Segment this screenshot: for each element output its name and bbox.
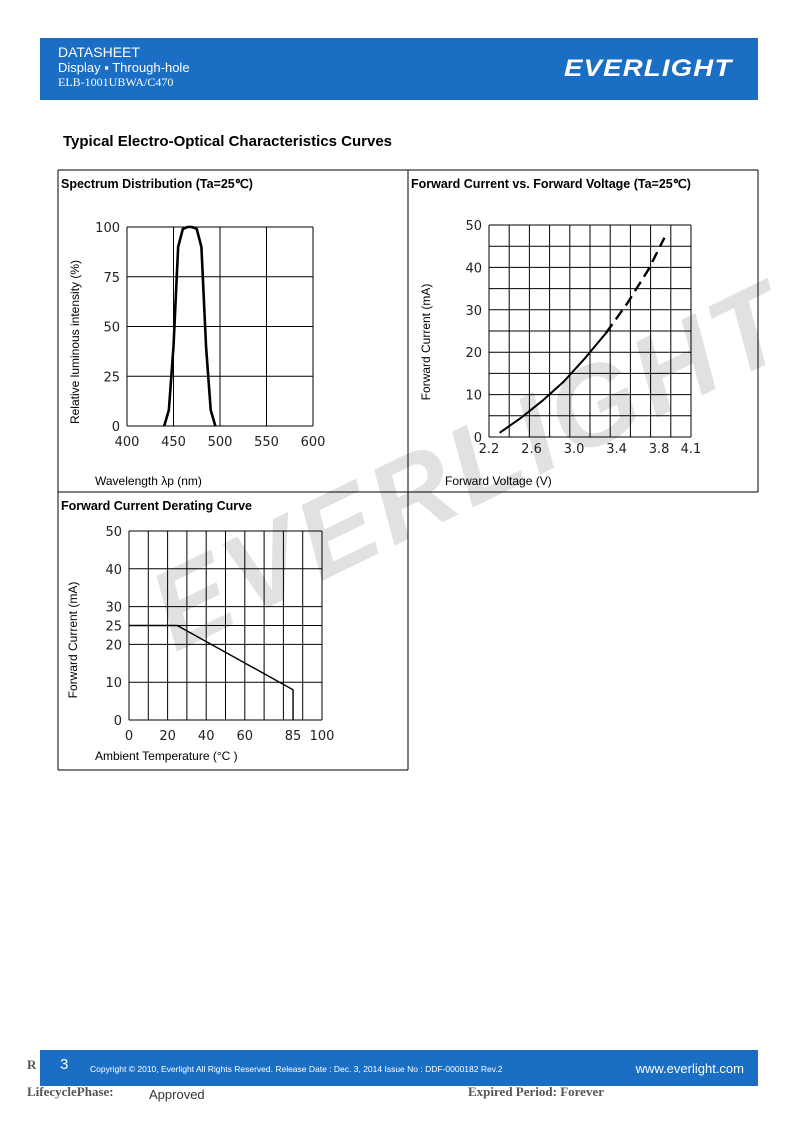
chart3-ylabel: Forward Current (mA)	[66, 582, 80, 699]
chart3-title: Forward Current Derating Curve	[61, 499, 252, 513]
chart1-y-tick-label: 75	[103, 271, 120, 286]
chart1-x-tick-label: 500	[208, 435, 233, 450]
chart1-title: Spectrum Distribution (Ta=25℃)	[61, 177, 253, 191]
part-number: ELB-1001UBWA/C470	[58, 75, 174, 89]
lifecycle-value: Approved	[149, 1087, 205, 1102]
website-link[interactable]: www.everlight.com	[635, 1061, 744, 1076]
chart2-y-tick-label: 0	[474, 431, 482, 446]
chart2-x-tick-label: 4.1	[681, 442, 702, 457]
expired-period: Expired Period: Forever	[468, 1084, 604, 1099]
chart2-y-tick-label: 40	[465, 261, 482, 276]
chart3-x-tick-label: 85	[285, 729, 302, 744]
chart3-ticks: 0 20 40 60 85 100 0 10 20 25 30 40 50	[105, 525, 334, 744]
section-title: Typical Electro-Optical Characteristics …	[63, 133, 393, 150]
chart2-series-solid	[499, 332, 607, 434]
chart1-x-tick-label: 600	[301, 435, 326, 450]
chart1-y-tick-label: 25	[103, 370, 120, 385]
chart3-y-tick-label: 40	[105, 563, 122, 578]
lifecycle-label: LifecyclePhase:	[27, 1084, 114, 1099]
copyright: Copyright © 2010, Everlight All Rights R…	[90, 1064, 503, 1074]
page-number: 3	[60, 1056, 69, 1073]
footer-r: R	[27, 1057, 37, 1072]
panel-frames	[57, 169, 759, 771]
chart3-x-tick-label: 40	[198, 729, 215, 744]
chart1-x-tick-label: 550	[254, 435, 279, 450]
chart2-x-tick-label: 3.4	[606, 442, 627, 457]
chart1-x-tick-label: 450	[161, 435, 186, 450]
chart2-y-tick-label: 50	[465, 219, 482, 234]
chart2-y-tick-label: 10	[465, 389, 482, 404]
chart1-ticks: 400 450 500 550 600 0 25 50 75 100	[95, 221, 325, 450]
chart3-x-tick-label: 0	[125, 729, 133, 744]
chart2-ylabel: Forward Current (mA)	[419, 284, 433, 401]
chart1-xlabel: Wavelength λp (nm)	[95, 474, 202, 488]
header-bar: DATASHEET Display ▪ Through-hole ELB-100…	[40, 38, 758, 100]
chart3-y-tick-label: 0	[114, 714, 122, 729]
chart1-series-line	[162, 225, 217, 427]
chart2-x-tick-label: 2.6	[521, 442, 542, 457]
chart2-x-tick-label: 2.2	[479, 442, 500, 457]
chart3-grid	[128, 530, 323, 721]
chart1-y-tick-label: 0	[112, 420, 120, 435]
chart1-y-tick-label: 50	[103, 321, 120, 336]
chart2-ticks: 2.2 2.6 3.0 3.4 3.8 4.1 0 10 20 30 40 50	[465, 219, 701, 457]
chart3-x-tick-label: 100	[310, 729, 335, 744]
chart2-x-tick-label: 3.8	[649, 442, 670, 457]
product-category: Display ▪ Through-hole	[58, 60, 190, 75]
chart3-x-tick-label: 60	[237, 729, 254, 744]
chart3-x-tick-label: 20	[159, 729, 176, 744]
chart2-series-dashed	[604, 237, 666, 334]
chart3-y-tick-label: 10	[105, 676, 122, 691]
everlight-logo: EVERLIGHT	[563, 55, 732, 82]
chart3-y-tick-label: 25	[105, 620, 122, 635]
chart3-xlabel: Ambient Temperature (°C )	[95, 749, 238, 763]
chart2-y-tick-label: 30	[465, 304, 482, 319]
chart3-y-tick-label: 20	[105, 638, 122, 653]
chart1-ylabel: Relative luminous intensity (%)	[68, 260, 82, 424]
footer-bar: 3 Copyright © 2010, Everlight All Rights…	[40, 1050, 758, 1086]
chart2-grid	[488, 224, 692, 438]
chart2-xlabel: Forward Voltage (V)	[445, 474, 552, 488]
chart2-y-tick-label: 20	[465, 346, 482, 361]
chart3-series-line	[129, 624, 294, 720]
chart3-y-tick-label: 30	[105, 601, 122, 616]
chart1-grid	[126, 226, 314, 427]
chart2-x-tick-label: 3.0	[564, 442, 585, 457]
chart3-y-tick-label: 50	[105, 525, 122, 540]
chart1-x-tick-label: 400	[115, 435, 140, 450]
chart1-y-tick-label: 100	[95, 221, 120, 236]
doc-type: DATASHEET	[58, 44, 140, 60]
chart2-title: Forward Current vs. Forward Voltage (Ta=…	[411, 177, 691, 191]
